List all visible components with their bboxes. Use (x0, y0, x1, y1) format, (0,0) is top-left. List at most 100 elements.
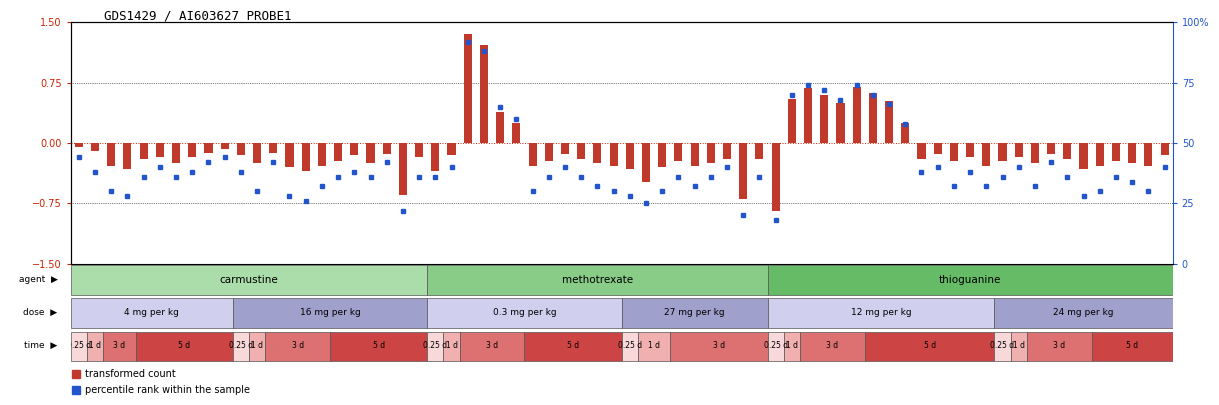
Bar (918, 143, 925, 159)
Bar (427, 265, 768, 295)
Bar (249, 332, 266, 361)
Text: 1 d: 1 d (649, 341, 661, 350)
Text: methotrexate: methotrexate (562, 275, 633, 285)
Bar (784, 332, 800, 361)
Text: 1 d: 1 d (786, 341, 798, 350)
Bar (1011, 332, 1026, 361)
Text: 0.25 d: 0.25 d (67, 341, 91, 350)
Bar (254, 143, 261, 163)
Text: time  ▶: time ▶ (24, 341, 57, 350)
Text: agent  ▶: agent ▶ (18, 275, 57, 284)
Text: 5 d: 5 d (567, 341, 579, 350)
Bar (1014, 143, 1023, 158)
Text: 0.25 d: 0.25 d (229, 341, 252, 350)
Bar (1128, 143, 1136, 163)
Bar (1026, 332, 1092, 361)
Bar (983, 143, 990, 166)
Bar (901, 123, 909, 143)
Bar (723, 143, 731, 159)
Bar (512, 123, 521, 143)
Bar (221, 143, 229, 149)
Text: 12 mg per kg: 12 mg per kg (851, 308, 912, 317)
Text: GDS1429 / AI603627_PROBE1: GDS1429 / AI603627_PROBE1 (104, 9, 291, 22)
Text: 4 mg per kg: 4 mg per kg (124, 308, 179, 317)
Bar (427, 332, 444, 361)
Bar (156, 143, 163, 158)
Bar (266, 332, 330, 361)
Bar (800, 332, 864, 361)
Bar (367, 143, 374, 163)
Bar (642, 143, 650, 181)
Bar (836, 103, 845, 143)
Text: 5 d: 5 d (924, 341, 936, 350)
Text: 5 d: 5 d (178, 341, 190, 350)
Text: 3 d: 3 d (113, 341, 126, 350)
Text: transformed count: transformed count (85, 369, 176, 379)
Bar (622, 298, 768, 328)
Text: 0.25 d: 0.25 d (991, 341, 1014, 350)
Text: 1 d: 1 d (1013, 341, 1025, 350)
Bar (545, 143, 553, 161)
Bar (1031, 143, 1039, 163)
Bar (885, 101, 894, 143)
Bar (820, 95, 829, 143)
Bar (1063, 143, 1072, 159)
Bar (768, 298, 995, 328)
Text: 1 d: 1 d (445, 341, 457, 350)
Text: 3 d: 3 d (486, 341, 499, 350)
Bar (236, 143, 245, 155)
Bar (383, 143, 391, 154)
Text: 3 d: 3 d (291, 341, 304, 350)
Bar (269, 143, 278, 153)
Bar (529, 143, 536, 166)
Text: percentile rank within the sample: percentile rank within the sample (85, 385, 250, 395)
Text: 27 mg per kg: 27 mg per kg (664, 308, 725, 317)
Bar (852, 87, 861, 143)
Bar (805, 88, 812, 143)
Bar (1160, 143, 1169, 155)
Bar (71, 265, 427, 295)
Bar (432, 143, 439, 171)
Bar (1096, 143, 1104, 166)
Bar (1092, 332, 1173, 361)
Bar (1080, 143, 1087, 169)
Bar (768, 332, 784, 361)
Bar (205, 143, 212, 153)
Bar (496, 113, 505, 143)
Text: 0.25 d: 0.25 d (423, 341, 447, 350)
Bar (625, 143, 634, 169)
Bar (594, 143, 601, 163)
Bar (690, 143, 698, 166)
Bar (399, 143, 407, 195)
Bar (233, 298, 427, 328)
Text: 1 d: 1 d (251, 341, 263, 350)
Bar (1047, 143, 1056, 154)
Bar (1145, 143, 1152, 166)
Bar (670, 332, 768, 361)
Bar (772, 143, 780, 211)
Bar (998, 143, 1007, 161)
Bar (577, 143, 585, 159)
Bar (427, 298, 622, 328)
Bar (934, 143, 942, 154)
Bar (350, 143, 358, 155)
Text: 3 d: 3 d (713, 341, 725, 350)
Bar (950, 143, 958, 161)
Bar (610, 143, 618, 166)
Bar (444, 332, 460, 361)
Bar (71, 298, 233, 328)
Bar (334, 143, 343, 161)
Bar (71, 332, 87, 361)
Text: 5 d: 5 d (373, 341, 385, 350)
Bar (787, 99, 796, 143)
Text: carmustine: carmustine (219, 275, 278, 285)
Text: 0.3 mg per kg: 0.3 mg per kg (492, 308, 556, 317)
Bar (188, 143, 196, 158)
Bar (768, 265, 1173, 295)
Bar (330, 332, 427, 361)
Bar (561, 143, 569, 154)
Bar (447, 143, 456, 155)
Bar (463, 34, 472, 143)
Bar (638, 332, 670, 361)
Text: 16 mg per kg: 16 mg per kg (300, 308, 361, 317)
